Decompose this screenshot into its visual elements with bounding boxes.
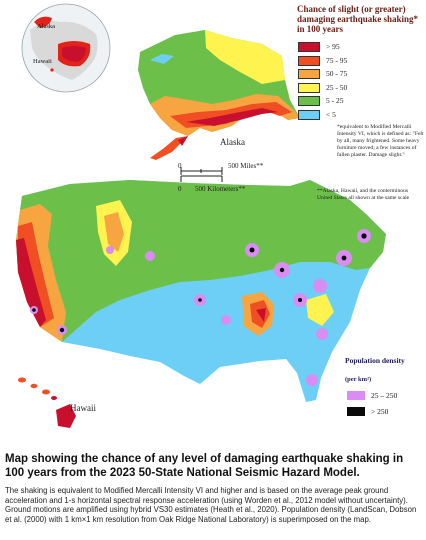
legend-item: < 5 (298, 109, 418, 121)
globe-inset (21, 3, 111, 93)
map-graphic (16, 3, 386, 428)
same-scale-note: **Alaska, Hawaii, and the conterminous U… (317, 188, 410, 201)
globe-alaska-label: Alaska (37, 23, 56, 30)
legend-label: 25 - 50 (326, 82, 348, 92)
legend-swatch (298, 82, 320, 93)
legend-item: 5 - 25 (298, 96, 418, 107)
legend-swatch (298, 55, 320, 66)
globe-hawaii-label: Hawaii (33, 58, 52, 65)
legend-label: 5 - 25 (326, 96, 344, 105)
population-label: > 250 (371, 407, 389, 416)
legend-swatch (298, 69, 320, 79)
legend-title: Chance of slight (or greater) damaging e… (297, 4, 419, 34)
caption-body: The shaking is equivalent to Modified Me… (5, 486, 417, 524)
population-legend-title: Population density (345, 356, 405, 365)
scale-miles-zero: 0 (178, 162, 182, 170)
mmi-footnote: *equivalent to Modified Mercalli Intensi… (337, 124, 424, 158)
legend-swatch (298, 42, 320, 52)
population-label: 25 – 250 (371, 391, 398, 400)
scale-km-label: 500 Kilometers** (195, 185, 246, 193)
legend-swatch (298, 109, 320, 120)
conus-map (16, 180, 386, 402)
alaska-map (138, 30, 300, 160)
alaska-label: Alaska (220, 137, 245, 147)
legend-label: < 5 (326, 109, 336, 119)
hawaii-label: Hawaii (70, 403, 96, 413)
population-legend-unit: (per km²) (345, 376, 372, 383)
caption-title: Map showing the chance of any level of d… (5, 453, 404, 479)
population-legend-item: 25 – 250 (347, 391, 422, 402)
scale-km-zero: 0 (178, 185, 182, 193)
legend-label: 50 - 75 (326, 69, 348, 78)
legend-item: > 95 (298, 42, 418, 53)
legend-label: > 95 (326, 42, 340, 51)
legend-swatch (298, 96, 320, 106)
scale-bars (180, 167, 223, 182)
legend-item: 50 - 75 (298, 69, 418, 80)
scale-miles-label: 500 Miles** (228, 162, 264, 170)
legend-label: 75 - 95 (326, 55, 348, 65)
population-swatch (347, 391, 365, 400)
population-density-overlay (30, 229, 371, 386)
hawaii-map (18, 377, 76, 428)
legend-item: 75 - 95 (298, 55, 418, 67)
population-legend-item: > 250 (347, 407, 422, 418)
population-swatch (347, 407, 365, 416)
legend-item: 25 - 50 (298, 82, 418, 94)
